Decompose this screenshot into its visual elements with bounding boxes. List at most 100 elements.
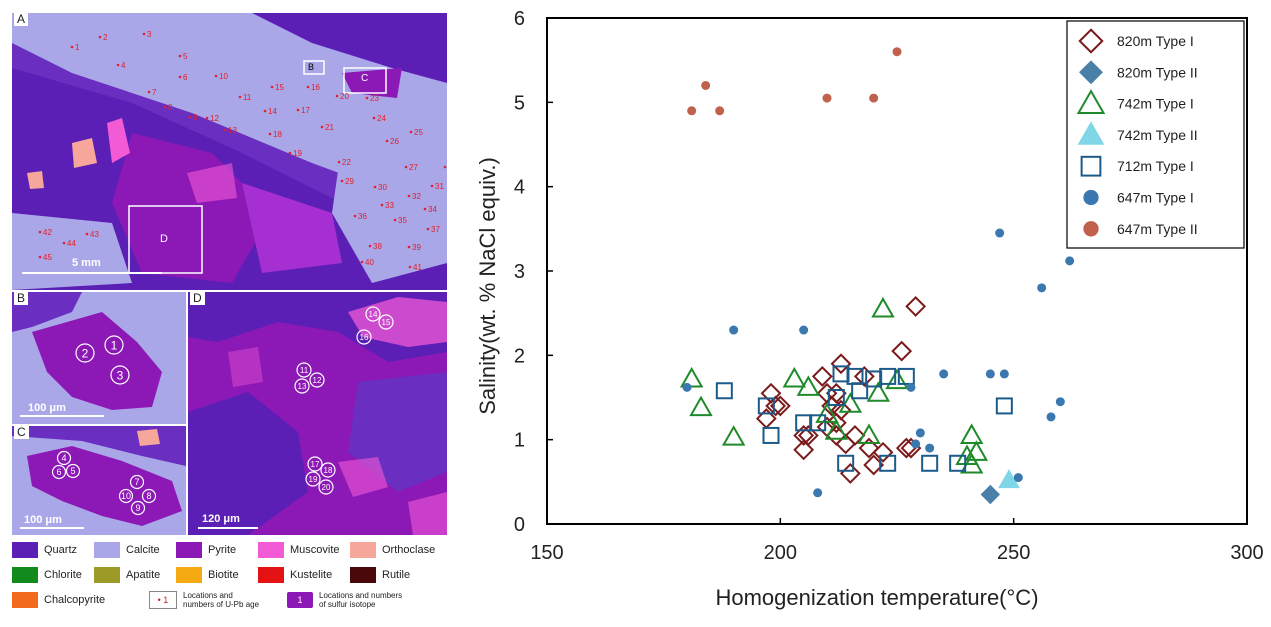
mineral-legend-item: Rutile [350, 566, 410, 584]
sulfur-isotope-circle [141, 488, 157, 504]
data-point [915, 428, 925, 438]
y-tick-label: 4 [514, 177, 525, 199]
y-tick-label: 5 [514, 92, 525, 114]
upb-point-dot [368, 244, 372, 248]
data-point [729, 325, 739, 335]
panel-d-scale-bar [198, 527, 258, 529]
sulfur-isotope-circle [309, 372, 325, 388]
data-point [879, 367, 897, 385]
sulfur-isotope-circle [294, 378, 310, 394]
upb-point-label: 4 [121, 61, 126, 70]
upb-marker-legend: • 1 Locations and numbers of U-Pb age [149, 591, 259, 609]
data-point [885, 368, 909, 390]
upb-point-label: 12 [210, 114, 219, 123]
mineral-name: Rutile [382, 569, 411, 581]
mineral-legend: Quartz Calcite Pyrite Muscovite Orthoclase Ch… [12, 541, 452, 621]
sulfur-isotope-circle [296, 362, 312, 378]
data-point [949, 454, 967, 472]
upb-point-label: 10 [219, 72, 228, 81]
data-point [765, 395, 787, 417]
mineral-legend-item: Orthoclase [350, 541, 435, 559]
data-point [821, 395, 843, 417]
data-point [1046, 412, 1056, 422]
upb-point-label: 30 [378, 183, 387, 192]
data-point [679, 366, 704, 388]
mineral-legend-item: Apatite [94, 566, 160, 584]
upb-point-dot [385, 139, 389, 143]
data-point [872, 441, 894, 463]
upb-point-label: 16 [311, 83, 320, 92]
mineral-legend-item: Chlorite [12, 566, 82, 584]
upb-point-dot [380, 203, 384, 207]
upb-point-label: 1 [75, 43, 80, 52]
mineral-swatch [94, 542, 120, 558]
upb-point-dot [270, 85, 274, 89]
mineral-swatch [258, 567, 284, 583]
panel-c: 4 5 6 7 8 9 10 C 100 μm [12, 426, 186, 535]
sulfur-isotope-circle [130, 500, 146, 516]
data-point [911, 439, 921, 449]
sulfur-marker-legend: 1 Locations and numbers of sulfur isotope [287, 591, 402, 609]
sulfur-isotope-label: 12 [313, 376, 322, 385]
upb-point-dot [335, 94, 339, 98]
panel-c-map: 456 789 10 [12, 426, 186, 535]
mineral-swatch [176, 542, 202, 558]
sulfur-isotope-label: 10 [121, 491, 131, 501]
sulfur-isotope-label: 1 [111, 338, 118, 352]
upb-point-dot [407, 245, 411, 249]
panel-d-circles: 11 12 13 14 15 16 17 18 19 20 [294, 306, 394, 495]
upb-point-label: 26 [390, 137, 399, 146]
sulfur-isotope-label: 20 [322, 483, 331, 492]
x-tick-label: 200 [764, 542, 797, 564]
upb-point-label: 25 [414, 128, 423, 137]
panel-c-scale-bar [20, 527, 84, 529]
panel-d-label: D [190, 292, 205, 305]
data-point [1013, 473, 1023, 483]
upb-point-label: 33 [385, 201, 394, 210]
sulfur-isotope-circle [307, 456, 323, 472]
upb-marker-swatch: • 1 [149, 591, 177, 609]
upb-point-label: 6 [183, 73, 188, 82]
panel-b-label: B [14, 292, 29, 305]
mineral-swatch [258, 542, 284, 558]
series-group [715, 365, 1013, 472]
legend-label: 647m Type I [1117, 190, 1194, 206]
upb-point-label: 2 [103, 33, 108, 42]
data-point [830, 353, 852, 375]
mineral-swatch [94, 567, 120, 583]
upb-point-label: 29 [345, 177, 354, 186]
data-point [824, 419, 849, 440]
y-axis-label: Salinity(wt. % NaCl equiv.) [475, 157, 500, 415]
panel-c-label: C [14, 426, 29, 439]
mineral-map-figure: 1 2 3 4 5 6 7 8 9 10 11 12 13 14 15 16 17 18 19 20 21 22 23 24 2… [0, 0, 460, 627]
data-point [980, 484, 1001, 505]
data-point [891, 340, 913, 362]
upb-point-dot [407, 194, 411, 198]
x-tick-label: 250 [997, 542, 1030, 564]
sulfur-isotope-label: 9 [135, 503, 140, 513]
upb-point-label: 34 [428, 205, 437, 214]
sulfur-isotope-label: 19 [309, 475, 318, 484]
mineral-legend-item: Kustelite [258, 566, 332, 584]
sulfur-isotope-circle [129, 474, 145, 490]
upb-point-dot [409, 130, 413, 134]
upb-point-label: 39 [412, 243, 421, 252]
upb-point-label: 15 [275, 83, 284, 92]
legend-marker [1078, 28, 1104, 54]
panel-a-scale-text: 5 mm [72, 257, 101, 269]
sulfur-isotope-label: 2 [82, 346, 89, 360]
panel-c-scale-text: 100 μm [24, 514, 62, 526]
upb-point-label: 44 [67, 239, 76, 248]
upb-point-dot [288, 151, 292, 155]
legend-label: 820m Type I [1117, 33, 1194, 49]
sulfur-isotope-circle [56, 450, 72, 466]
mineral-legend-item: Calcite [94, 541, 160, 559]
mineral-name: Pyrite [208, 544, 237, 556]
sulfur-isotope-circle [356, 329, 372, 345]
upb-point-dot [98, 35, 102, 39]
mineral-name: Biotite [208, 569, 239, 581]
data-point [827, 389, 845, 406]
data-point [799, 325, 809, 335]
mineral-name: Quartz [44, 544, 78, 556]
sulfur-isotope-label: 11 [300, 366, 309, 375]
